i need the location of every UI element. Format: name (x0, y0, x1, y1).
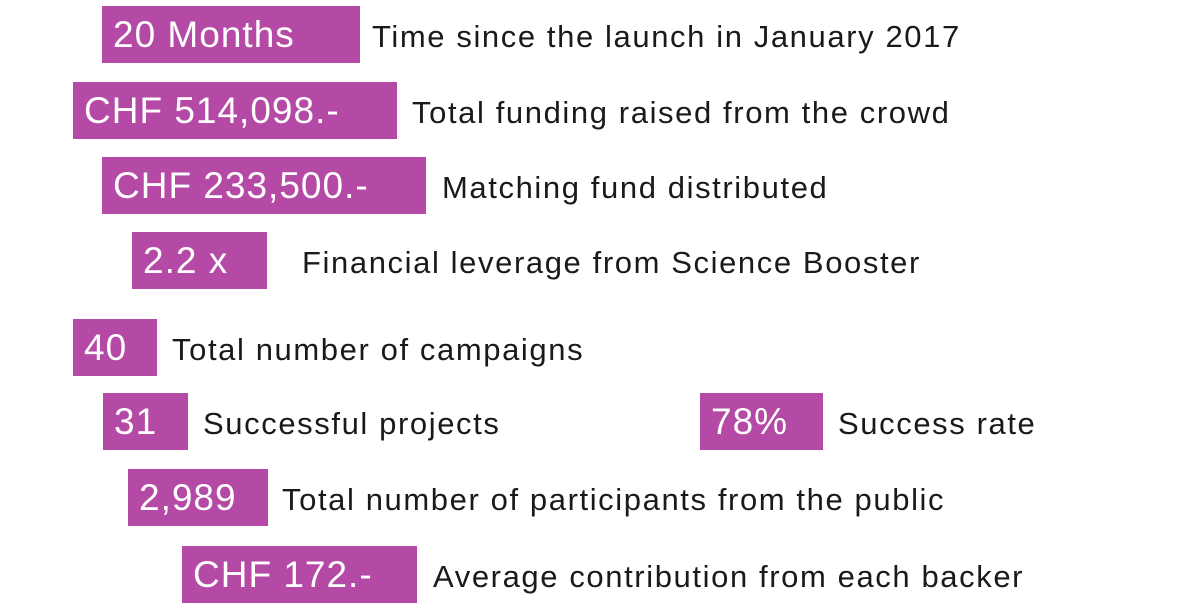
stat-label: Time since the launch in January 2017 (372, 19, 961, 54)
stat-label: Total number of campaigns (172, 332, 585, 367)
stat-figure: 31 (103, 393, 188, 450)
stat-figure: 2.2 x (132, 232, 267, 289)
stat-figure: CHF 233,500.- (102, 157, 426, 214)
stat-label: Matching fund distributed (442, 170, 829, 205)
stat-label: Total number of participants from the pu… (282, 482, 946, 517)
stat-figure: CHF 514,098.- (73, 82, 397, 139)
stat-figure: 40 (73, 319, 157, 376)
stat-label: Successful projects (203, 406, 501, 441)
stat-label: Average contribution from each backer (433, 559, 1025, 594)
stat-figure: 2,989 (128, 469, 268, 526)
stat-label: Financial leverage from Science Booster (302, 245, 921, 280)
stat-figure: CHF 172.- (182, 546, 417, 603)
stat-figure: 78% (700, 393, 823, 450)
stat-label: Total funding raised from the crowd (412, 95, 951, 130)
stat-figure: 20 Months (102, 6, 360, 63)
stat-label: Success rate (838, 406, 1037, 441)
